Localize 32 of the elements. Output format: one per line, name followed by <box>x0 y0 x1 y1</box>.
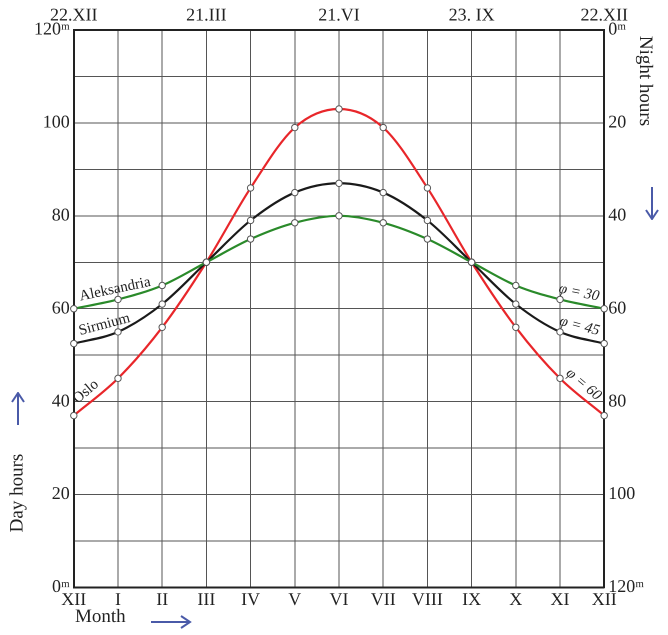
x-tick-label: V <box>288 588 302 609</box>
y2-tick-label: 60 <box>608 297 626 318</box>
x-tick-label: VIII <box>412 588 443 609</box>
y2-tick-label: 80 <box>608 390 626 410</box>
y-tick-label: 80 <box>52 204 70 225</box>
annotation: φ = 30 <box>557 280 602 305</box>
y2-tick-label: 40 <box>608 204 626 225</box>
x-tick-label: VI <box>330 588 348 609</box>
x-tick-label: IV <box>241 588 260 609</box>
x-tick-label: II <box>156 588 168 609</box>
y2-tick-label: 20 <box>608 112 626 132</box>
y-tick-label: 20 <box>52 483 70 504</box>
y-tick-label: 60 <box>52 297 70 318</box>
y2-tick-label: 100 <box>608 483 636 504</box>
annotation: φ = 45 <box>558 313 602 340</box>
x-tick-label: XI <box>550 588 570 609</box>
y-tick-label: 40 <box>52 390 70 410</box>
text: Aleksandria <box>78 274 152 305</box>
text: 21.III <box>186 4 227 25</box>
y-tick-label: 100 <box>42 112 70 132</box>
y2-axis-title: Night hours <box>634 36 656 126</box>
x-tick-label: III <box>197 588 216 609</box>
text: Sirmium <box>77 310 132 339</box>
text: 23. IX <box>448 4 495 25</box>
annotation: φ = 60 <box>562 365 605 404</box>
x-tick-label: IX <box>462 588 482 609</box>
x-tick-label: X <box>509 588 522 609</box>
x-tick-label: I <box>115 588 121 609</box>
x-tick-label: VII <box>370 588 396 609</box>
y-axis-title: Day hours <box>6 454 28 532</box>
x-axis-title: Month <box>75 606 126 628</box>
text: 21.VI <box>318 4 360 25</box>
